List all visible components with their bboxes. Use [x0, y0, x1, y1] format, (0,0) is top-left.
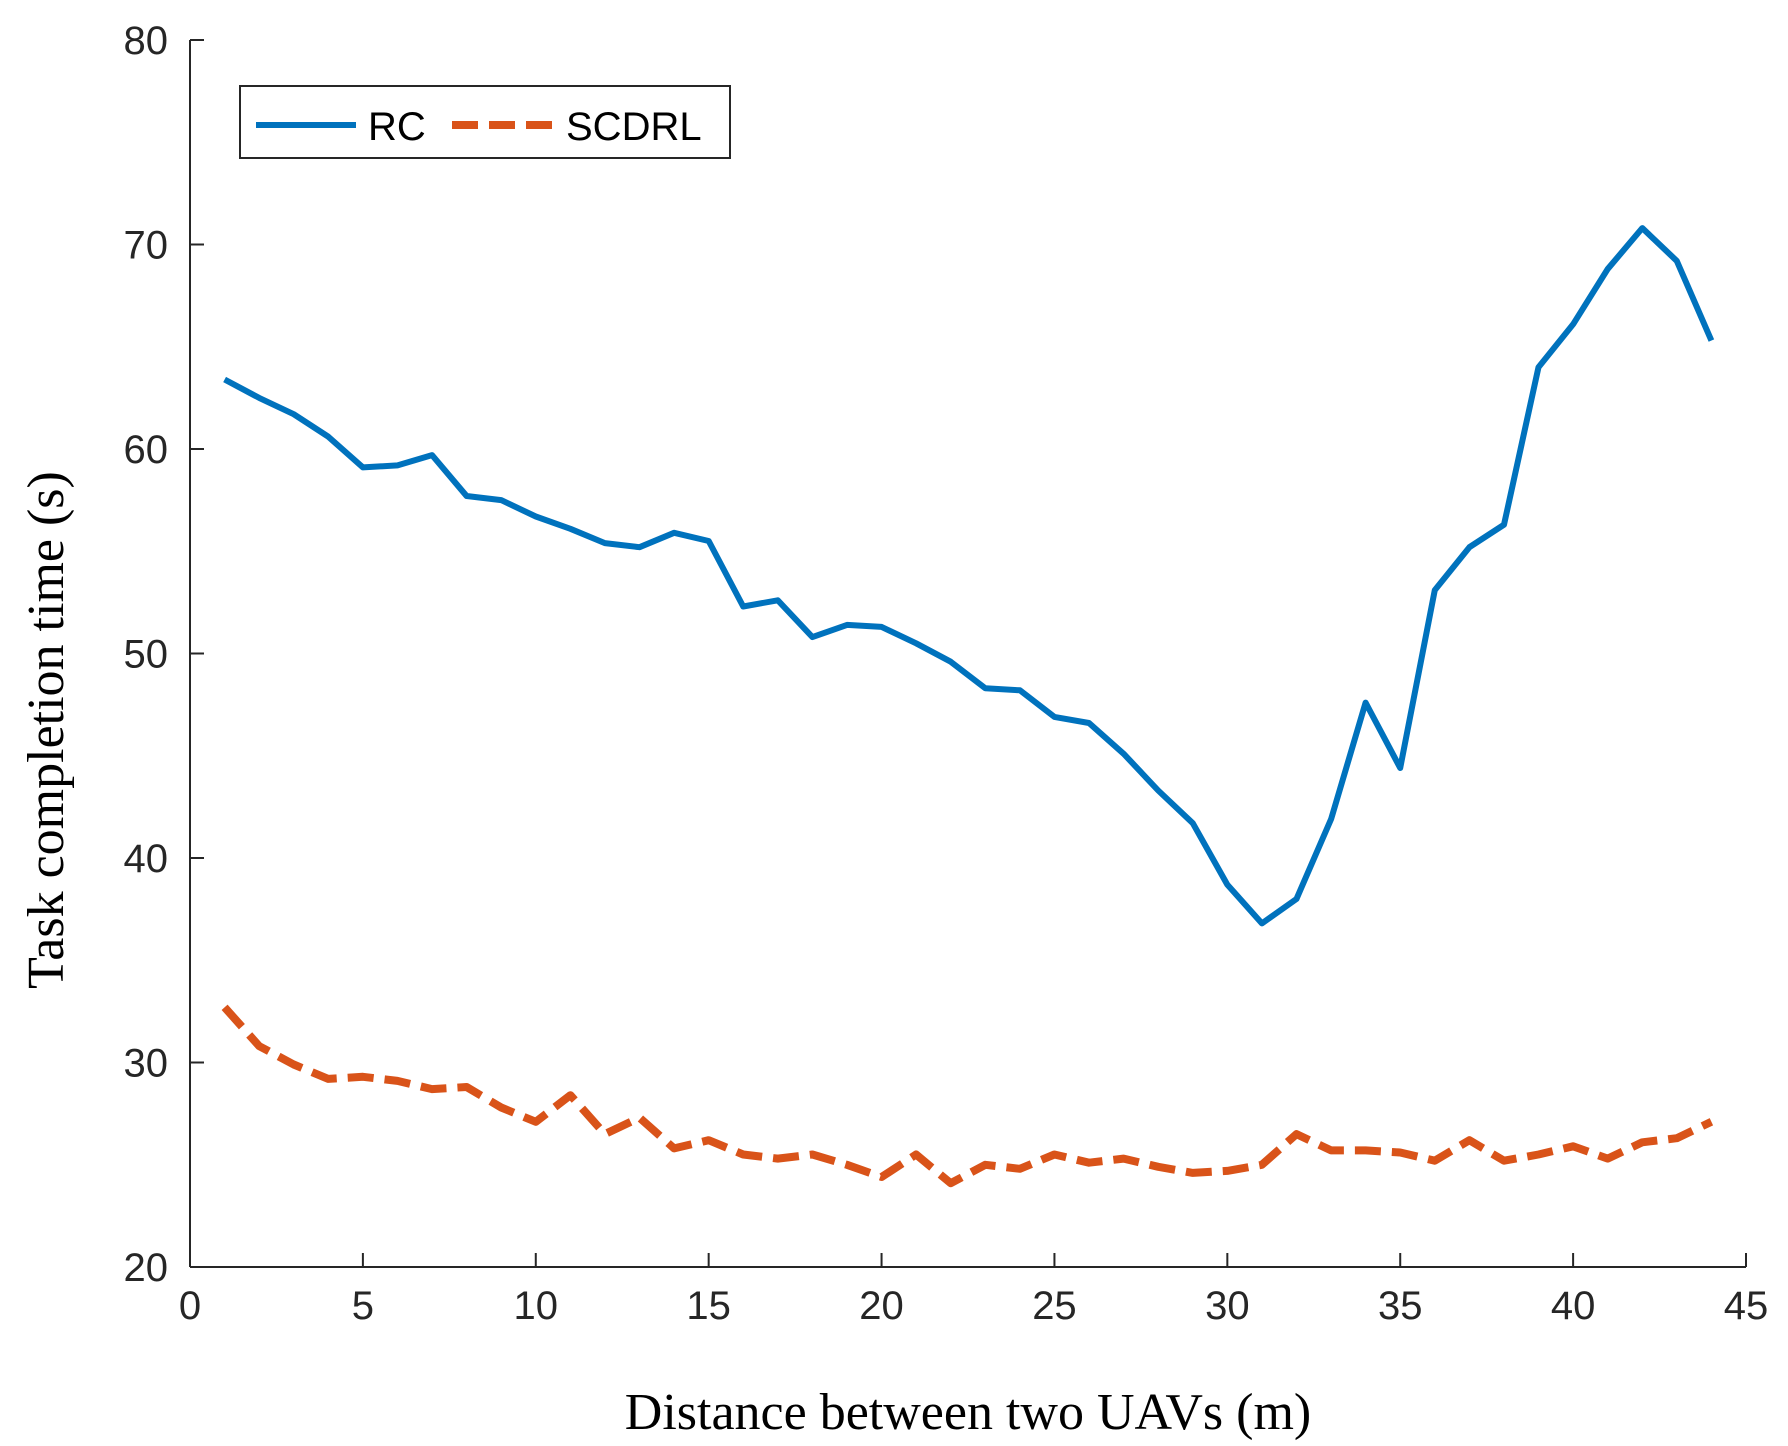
x-tick-label: 40: [1551, 1284, 1596, 1328]
y-tick-label: 20: [124, 1246, 169, 1290]
x-tick-label: 35: [1378, 1284, 1423, 1328]
x-tick-label: 10: [514, 1284, 559, 1328]
x-axis-title: Distance between two UAVs (m): [625, 1384, 1311, 1441]
series-line-scdrl: [221, 1004, 1714, 1188]
series-line-rc: [223, 225, 1715, 927]
y-tick-label: 50: [124, 633, 169, 677]
x-tick-label: 5: [352, 1284, 374, 1328]
x-tick-label: 45: [1724, 1284, 1769, 1328]
legend: RC SCDRL: [239, 85, 731, 159]
y-tick-label: 40: [124, 837, 169, 881]
x-axis: 0 5 10 15 20 25 30 35 40 45: [179, 1253, 1768, 1328]
y-tick-label: 70: [124, 224, 169, 268]
y-axis: 20 30 40 50 60 70 80: [124, 19, 204, 1290]
x-tick-label: 25: [1032, 1284, 1077, 1328]
x-tick-label: 20: [859, 1284, 904, 1328]
x-tick-label: 0: [179, 1284, 201, 1328]
y-tick-label: 30: [124, 1042, 169, 1086]
y-tick-label: 60: [124, 428, 169, 472]
series-layer: [221, 225, 1715, 1188]
y-tick-label: 80: [124, 19, 169, 63]
legend-label-scdrl: SCDRL: [566, 105, 702, 149]
legend-label-rc: RC: [368, 105, 426, 149]
x-tick-label: 15: [686, 1284, 731, 1328]
x-tick-label: 30: [1205, 1284, 1250, 1328]
y-axis-title: Task completion time (s): [18, 471, 75, 989]
